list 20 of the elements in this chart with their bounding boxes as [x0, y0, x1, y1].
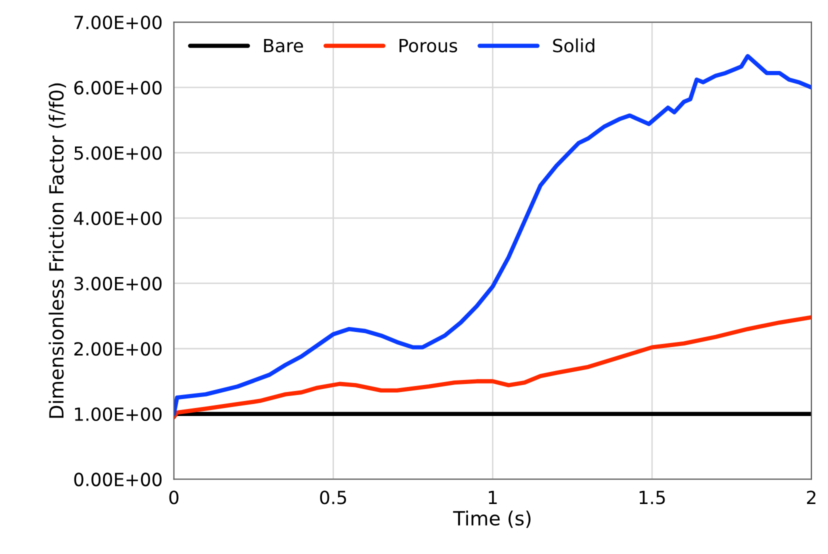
y-tick-label: 0.00E+00 — [74, 472, 162, 486]
legend-label: Solid — [553, 38, 594, 52]
line-series — [174, 54, 812, 416]
y-tick-label: 7.00E+00 — [74, 16, 162, 30]
y-tick-label: 6.00E+00 — [74, 80, 162, 95]
y-axis-title: Dimensionless Friction Factor (f/f0) — [48, 83, 66, 418]
x-axis-title: Time (s) — [453, 510, 531, 528]
y-tick-label: 3.00E+00 — [74, 276, 162, 290]
x-tick-label: 2 — [807, 490, 816, 504]
x-tick-label: 1.5 — [640, 490, 665, 504]
x-tick-label: 0 — [169, 490, 178, 504]
y-tick-label: 2.00E+00 — [74, 342, 162, 356]
x-tick-label: 0.5 — [320, 490, 346, 504]
y-tick-label: 4.00E+00 — [74, 212, 162, 226]
y-tick-label: 1.00E+00 — [75, 407, 162, 422]
legend-label: Porous — [400, 38, 458, 52]
y-tick-label: 5.00E+00 — [74, 146, 162, 160]
line-series — [174, 315, 812, 420]
x-tick-label: 1 — [488, 490, 497, 504]
legend-label: Bare — [264, 38, 303, 52]
